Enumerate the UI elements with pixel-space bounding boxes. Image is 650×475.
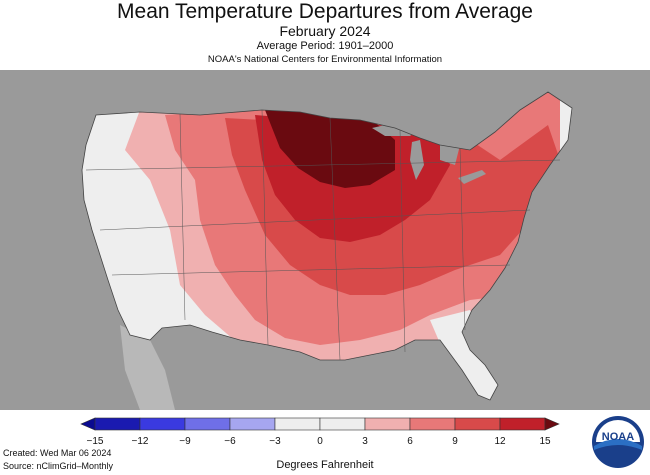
- state-line: [261, 109, 269, 346]
- state-line: [329, 117, 341, 361]
- color-scale-legend: −15 −12 −9 −6 −3 0 3 6 9 12 15: [80, 417, 560, 447]
- legend-swatch: [274, 417, 321, 431]
- logo-text: NOAA: [602, 431, 634, 443]
- legend-under-arrow: [80, 417, 96, 431]
- state-line: [459, 147, 466, 331]
- legend-over-arrow: [544, 417, 560, 431]
- legend-swatch: [94, 417, 141, 431]
- legend-tick-label: 12: [494, 436, 506, 447]
- state-line: [85, 159, 561, 171]
- state-line: [179, 113, 186, 321]
- state-line: [399, 129, 406, 353]
- state-lines: [85, 109, 561, 361]
- temperature-map: [0, 70, 650, 410]
- baja-peninsula: [120, 325, 175, 410]
- legend-swatch: [499, 417, 546, 431]
- average-period: Average Period: 1901–2000: [256, 40, 394, 52]
- state-line: [111, 264, 511, 276]
- logo-white-top: [596, 420, 640, 442]
- lake-michigan: [410, 140, 424, 180]
- near-normal-west: [96, 190, 160, 320]
- legend-bar: [80, 417, 560, 431]
- legend-units: Degrees Fahrenheit: [276, 459, 374, 471]
- legend-tick-label: −3: [269, 436, 281, 447]
- legend-tick-label: 9: [452, 436, 458, 447]
- legend-swatch: [184, 417, 231, 431]
- legend-tick-label: −15: [87, 436, 104, 447]
- legend-tick-label: −9: [179, 436, 191, 447]
- noaa-logo: NOAA: [592, 416, 644, 468]
- legend-swatch: [454, 417, 501, 431]
- created-date: Created: Wed Mar 06 2024: [3, 448, 112, 458]
- legend-swatch: [364, 417, 411, 431]
- lake-erie: [458, 170, 486, 184]
- data-source-agency: NOAA's National Centers for Environmenta…: [207, 54, 443, 65]
- map-title: Mean Temperature Departures from Average: [117, 0, 533, 23]
- anomaly-over-15: [265, 108, 395, 188]
- legend-swatch: [319, 417, 366, 431]
- legend-tick-label: −12: [132, 436, 149, 447]
- us-border: [81, 91, 573, 401]
- legend-tick-label: 0: [317, 436, 323, 447]
- legend-tick-label: 6: [407, 436, 413, 447]
- legend-swatch: [229, 417, 276, 431]
- map-subtitle: February 2024: [279, 23, 371, 39]
- legend-swatch: [409, 417, 456, 431]
- state-line: [99, 209, 531, 231]
- legend-tick-label: 15: [539, 436, 551, 447]
- logo-wave: [594, 439, 642, 450]
- data-source: Source: nClimGrid–Monthly: [3, 461, 114, 471]
- legend-tick-label: 3: [362, 436, 368, 447]
- legend-ticks: −15 −12 −9 −6 −3 0 3 6 9 12 15: [87, 436, 551, 447]
- us-map-svg: [0, 70, 650, 410]
- legend-swatch: [139, 417, 186, 431]
- legend-tick-label: −6: [224, 436, 236, 447]
